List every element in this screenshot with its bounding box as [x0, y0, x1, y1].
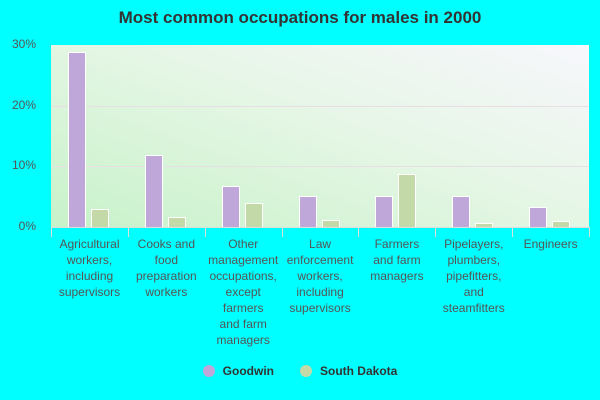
x-tick	[358, 227, 360, 237]
y-tick-label: 10%	[11, 158, 36, 173]
x-tick-label: Law enforcement workers, including superviso…	[286, 237, 354, 315]
x-tick	[589, 227, 590, 237]
bar-goodwin[interactable]	[144, 154, 163, 227]
x-tick	[204, 227, 206, 237]
bar-goodwin[interactable]	[298, 196, 317, 227]
legend-label: South Dakota	[319, 364, 398, 378]
bar-south-dakota[interactable]	[91, 208, 109, 227]
x-tick-label: Cooks and food preparation workers	[135, 237, 197, 299]
bar-south-dakota[interactable]	[167, 217, 186, 227]
legend-item-south-dakota[interactable]: South Dakota	[299, 364, 398, 378]
x-tick-label: Agricultural workers, including supervisors	[58, 237, 121, 299]
bar-south-dakota[interactable]	[398, 173, 417, 227]
gridline	[51, 105, 589, 107]
x-tick	[127, 227, 129, 237]
x-axis-line	[51, 227, 589, 228]
x-tick	[281, 227, 283, 237]
bar-goodwin[interactable]	[375, 196, 394, 227]
gridline	[51, 166, 589, 168]
legend-item-goodwin[interactable]: Goodwin	[202, 364, 274, 378]
x-tick-label: Pipelayers, plumbers, pipefitters, and steam…	[442, 237, 505, 315]
y-tick-label: 20%	[11, 97, 36, 112]
bar-goodwin[interactable]	[68, 52, 86, 227]
legend-dot-icon	[299, 365, 312, 377]
bar-south-dakota[interactable]	[321, 219, 340, 227]
x-tick	[435, 227, 437, 237]
y-tick-label: 30%	[11, 37, 36, 51]
x-tick-label: Other management occupations, except farmers…	[208, 237, 279, 347]
bar-goodwin[interactable]	[452, 196, 471, 227]
bar-south-dakota[interactable]	[475, 222, 494, 227]
y-tick-label: 0%	[18, 219, 36, 233]
chart-title: Most common occupations for males in 200…	[118, 8, 482, 27]
x-tick	[51, 227, 52, 237]
bar-south-dakota[interactable]	[552, 220, 571, 227]
legend: Goodwin South Dakota	[0, 364, 600, 378]
bar-south-dakota[interactable]	[244, 202, 263, 227]
legend-dot-icon	[202, 365, 215, 377]
x-tick-label: Farmers and farm managers	[370, 237, 424, 283]
plot-area	[51, 45, 589, 227]
x-tick	[512, 227, 514, 237]
x-tick-label: Engineers	[523, 237, 578, 251]
legend-label: Goodwin	[222, 364, 274, 378]
bar-goodwin[interactable]	[221, 185, 240, 227]
bar-goodwin[interactable]	[529, 206, 548, 227]
